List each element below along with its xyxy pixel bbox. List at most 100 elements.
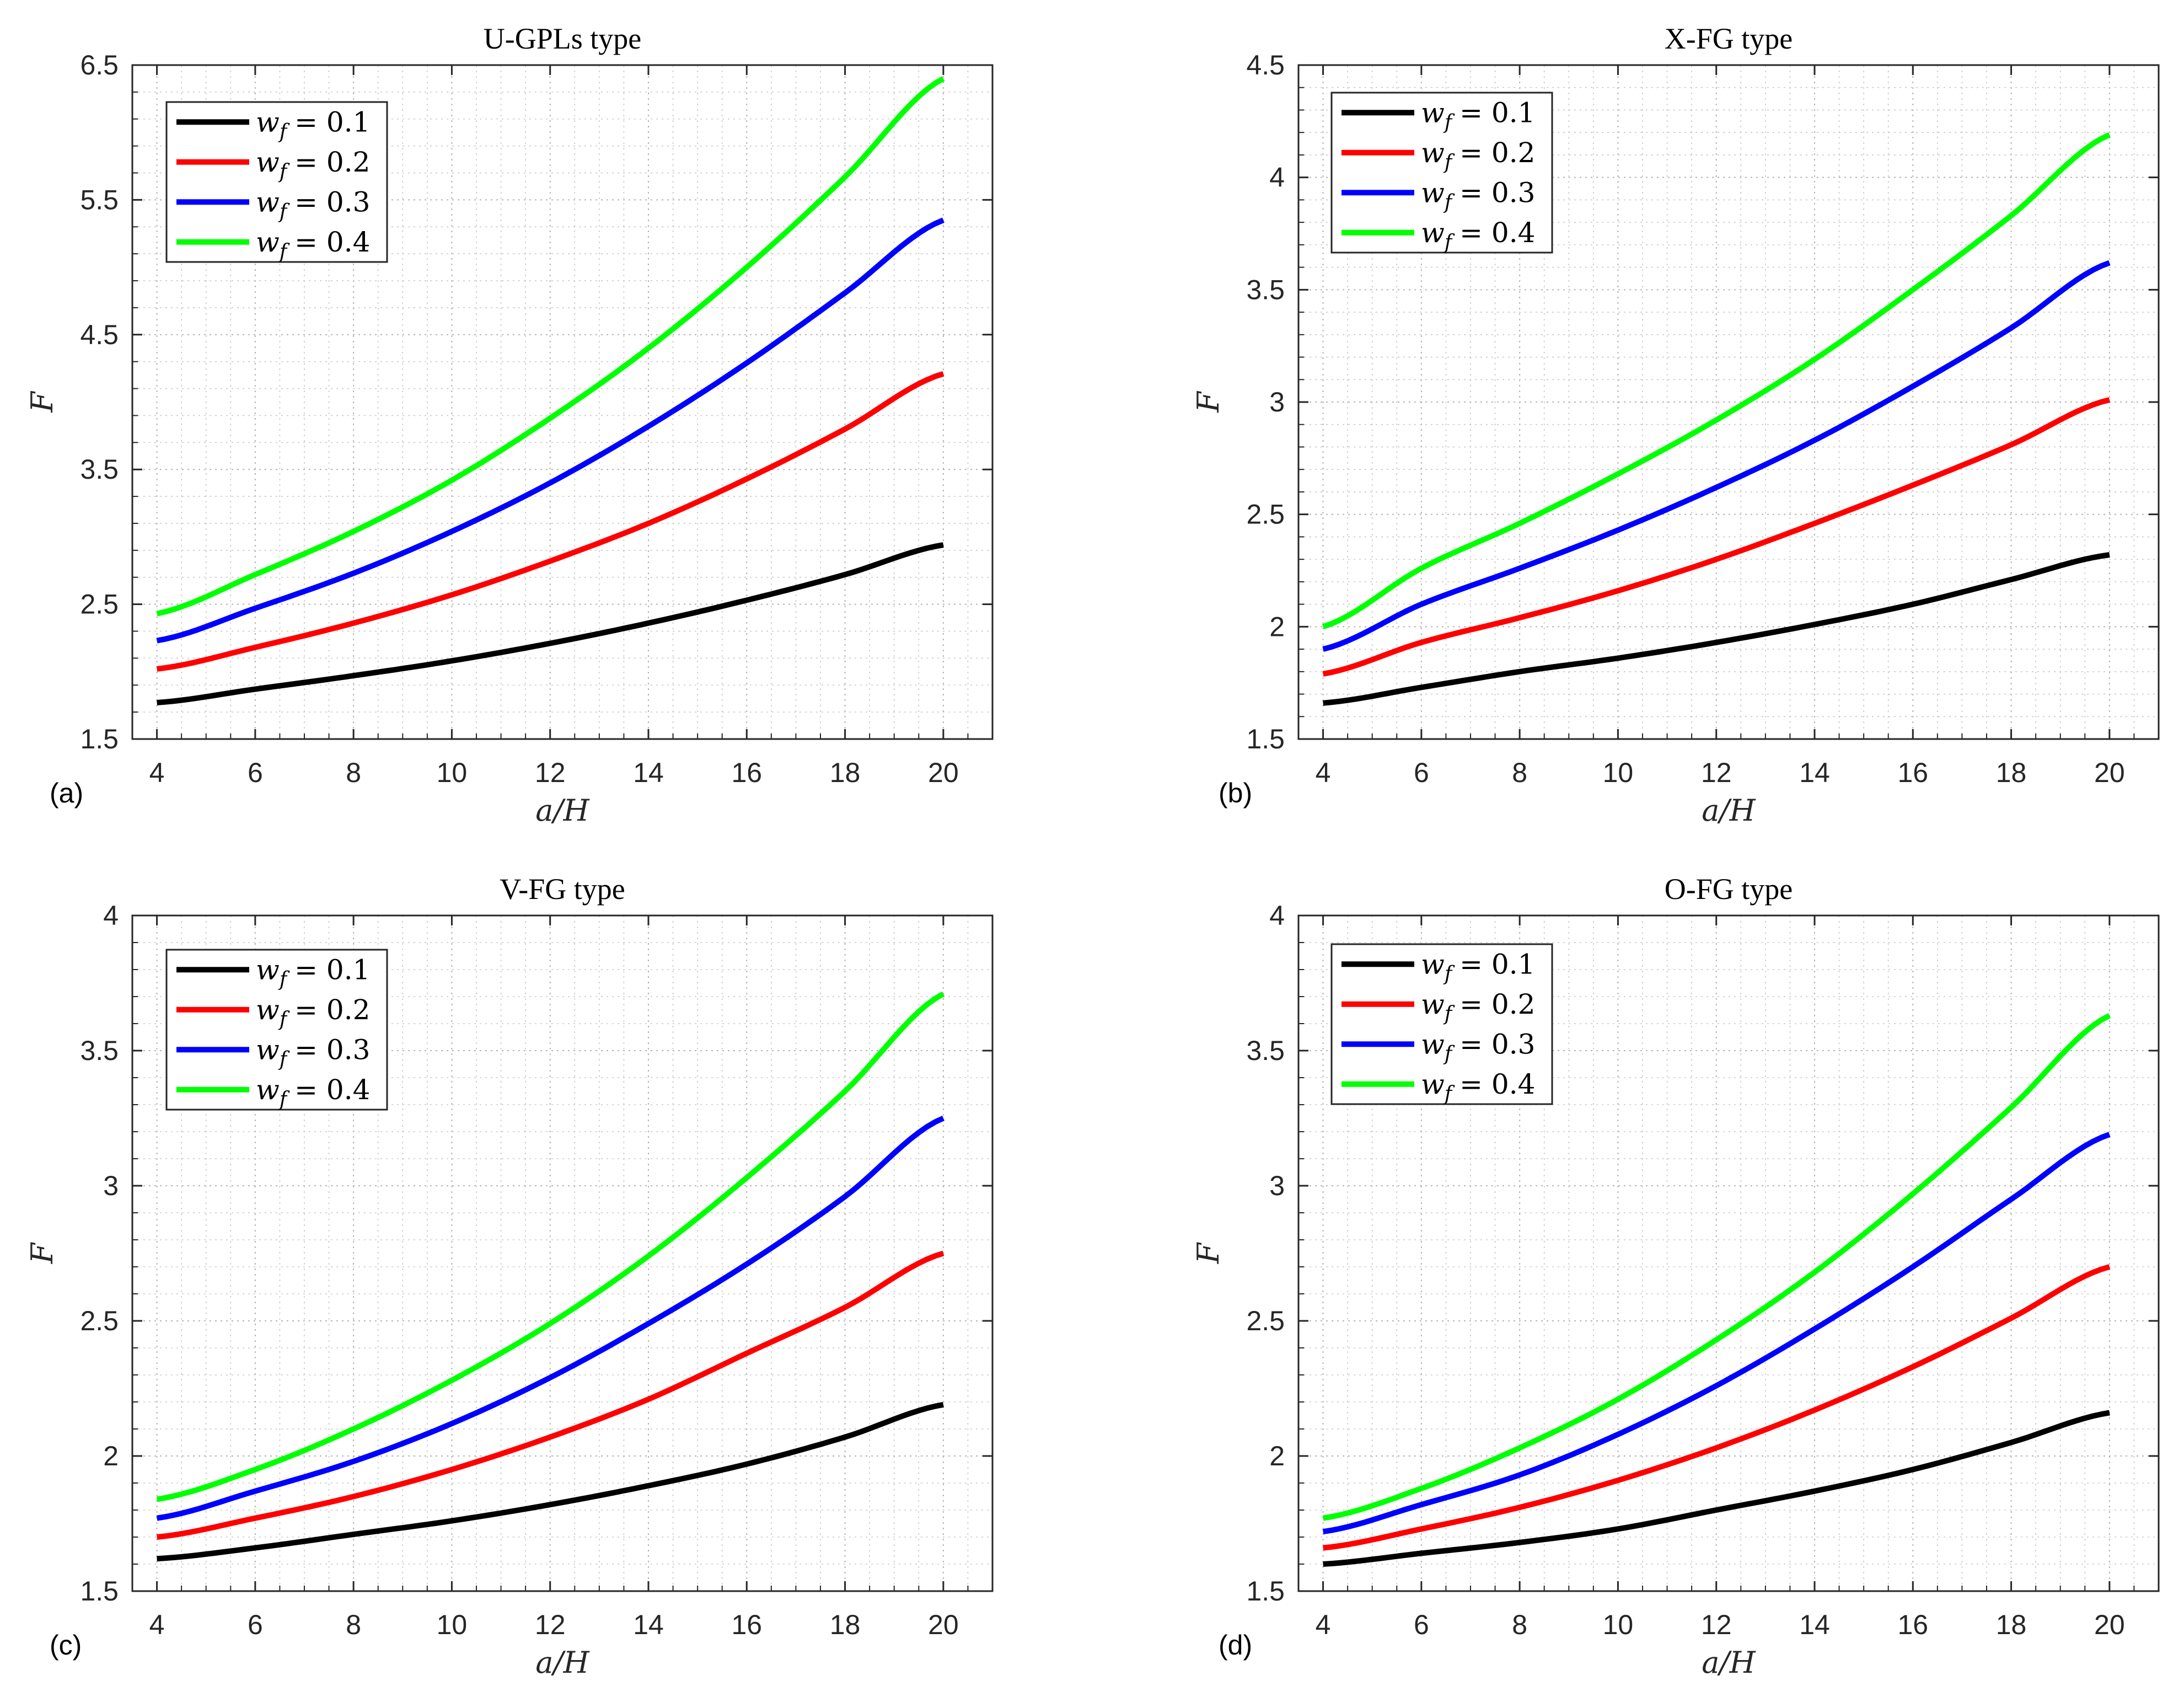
x-tick-label: 8: [1512, 757, 1527, 788]
y-tick-label: 1.5: [80, 724, 119, 754]
legend-value: = 0.3: [1459, 1028, 1535, 1060]
legend-entry-1: wf = 0.1: [1421, 948, 1535, 985]
x-tick-label: 12: [535, 1609, 566, 1640]
x-tick-label: 10: [1603, 757, 1634, 788]
grid: [132, 65, 993, 740]
legend-var: w: [1421, 217, 1445, 249]
grid: [1298, 915, 2159, 1592]
legend-value: = 0.4: [1459, 1068, 1535, 1100]
axes-frame: [1297, 914, 2160, 1592]
series-line-1: [1323, 552, 2110, 706]
series-line-4: [1322, 132, 2111, 630]
legend-value: = 0.1: [1459, 948, 1535, 980]
panel-2: 4 6 8 10 12 14 16 18 20 1.5 2 2.5 3 3.5 4 4.5 X-FG type a…: [1191, 22, 2160, 828]
chart-title: X-FG type: [1665, 22, 1793, 55]
series-line-3: [1322, 260, 2111, 652]
series-line-3: [1322, 1132, 2111, 1535]
x-tick-label: 20: [928, 1609, 959, 1640]
legend-entry-4: wf = 0.4: [1421, 217, 1535, 254]
y-axis-label: F: [1191, 390, 1226, 413]
x-tick-label: 12: [535, 757, 566, 788]
x-tick-label: 14: [633, 757, 664, 788]
legend-var: w: [256, 186, 280, 218]
legend-value: = 0.4: [294, 1074, 370, 1106]
legend-var: w: [256, 954, 280, 986]
panel-4: 4 6 8 10 12 14 16 18 20 1.5 2 2.5 3 3.5 4 O-FG type a/H F…: [1191, 872, 2160, 1680]
legend-entry-4: wf = 0.4: [1421, 1068, 1535, 1105]
legend-var: w: [1421, 176, 1445, 208]
legend-value: = 0.2: [294, 146, 370, 178]
x-tick-label: 6: [248, 1609, 263, 1640]
legend-var: w: [1421, 97, 1445, 129]
y-tick-label: 3.5: [1246, 1035, 1285, 1066]
x-tick-label: 10: [1603, 1609, 1634, 1640]
y-axis-label: F: [25, 390, 60, 413]
panel-label: (c): [50, 1630, 82, 1661]
x-tick-label: 4: [149, 757, 165, 788]
legend-entry-2: wf = 0.2: [256, 146, 370, 183]
legend-entry-2: wf = 0.2: [1421, 137, 1535, 174]
x-tick-label: 16: [731, 757, 762, 788]
y-tick-label: 3.5: [80, 1035, 119, 1066]
legend-value: = 0.4: [1459, 217, 1535, 249]
legend-value: = 0.2: [1459, 988, 1535, 1020]
y-tick-label: 2.5: [80, 589, 119, 620]
panel-1: 4 6 8 10 12 14 16 18 20 1.5 2.5 3.5 4.5 5.5 6.5 U-GPLs …: [25, 22, 994, 828]
y-tick-label: 1.5: [80, 1576, 119, 1607]
series-line-3: [156, 217, 945, 644]
y-tick-label: 2: [1269, 611, 1285, 642]
chart-title: V-FG type: [500, 872, 625, 906]
legend-value: = 0.2: [1459, 137, 1535, 169]
series-line-1: [157, 1401, 944, 1562]
legend-entry-3: wf = 0.3: [256, 1034, 370, 1070]
legend-var: w: [1421, 1028, 1445, 1060]
x-tick-label: 18: [1996, 1609, 2027, 1640]
x-axis-label: a/H: [535, 1645, 589, 1680]
x-tick-label: 12: [1701, 1609, 1732, 1640]
y-axis-label: F: [1191, 1241, 1226, 1264]
axes-frame: [131, 914, 994, 1592]
legend: wf = 0.1wf = 0.2wf = 0.3wf = 0.4: [1330, 943, 1553, 1105]
x-tick-label: 14: [1799, 757, 1830, 788]
legend-var: w: [256, 1074, 280, 1106]
axes-frame: [131, 64, 994, 740]
legend: wf = 0.1wf = 0.2wf = 0.3wf = 0.4: [1330, 92, 1553, 254]
legend-var: w: [1421, 1068, 1445, 1100]
legend-var: w: [256, 226, 280, 258]
series-line-4: [156, 76, 945, 617]
x-axis-label: a/H: [1702, 793, 1756, 828]
x-tick-label: 16: [1897, 1609, 1928, 1640]
legend-entry-1: wf = 0.1: [256, 954, 370, 991]
series-line-2: [1323, 1264, 2111, 1551]
x-axis-label: a/H: [1702, 1645, 1756, 1680]
y-tick-label: 6.5: [80, 50, 119, 81]
x-tick-label: 10: [437, 757, 468, 788]
x-tick-label: 8: [346, 757, 361, 788]
legend-var: w: [1421, 948, 1445, 980]
legend-box: [1330, 943, 1553, 1105]
legend-var: w: [256, 1034, 280, 1066]
y-tick-label: 4.5: [80, 319, 119, 350]
x-tick-label: 6: [1414, 757, 1429, 788]
x-tick-label: 18: [830, 1609, 861, 1640]
y-tick-label: 2: [103, 1441, 119, 1471]
series-line-1: [1323, 1410, 2110, 1567]
y-tick-label: 2.5: [1246, 1305, 1285, 1336]
series-line-4: [1322, 1013, 2111, 1521]
legend-value: = 0.4: [294, 226, 370, 258]
x-tick-label: 20: [2094, 1609, 2125, 1640]
y-tick-label: 4: [1269, 162, 1285, 193]
legend: wf = 0.1wf = 0.2wf = 0.3wf = 0.4: [165, 949, 388, 1111]
series-line-2: [156, 371, 945, 672]
series-line-1: [157, 542, 944, 705]
legend-value: = 0.1: [1459, 97, 1535, 129]
y-tick-label: 3: [1269, 1170, 1285, 1201]
legend-var: w: [256, 146, 280, 178]
x-tick-label: 20: [2094, 757, 2125, 788]
y-tick-label: 2.5: [1246, 499, 1285, 530]
series-line-4: [156, 991, 945, 1502]
x-tick-label: 18: [830, 757, 861, 788]
x-tick-label: 14: [1799, 1609, 1830, 1640]
panel-label: (d): [1219, 1630, 1252, 1661]
legend-entry-1: wf = 0.1: [1421, 97, 1535, 133]
